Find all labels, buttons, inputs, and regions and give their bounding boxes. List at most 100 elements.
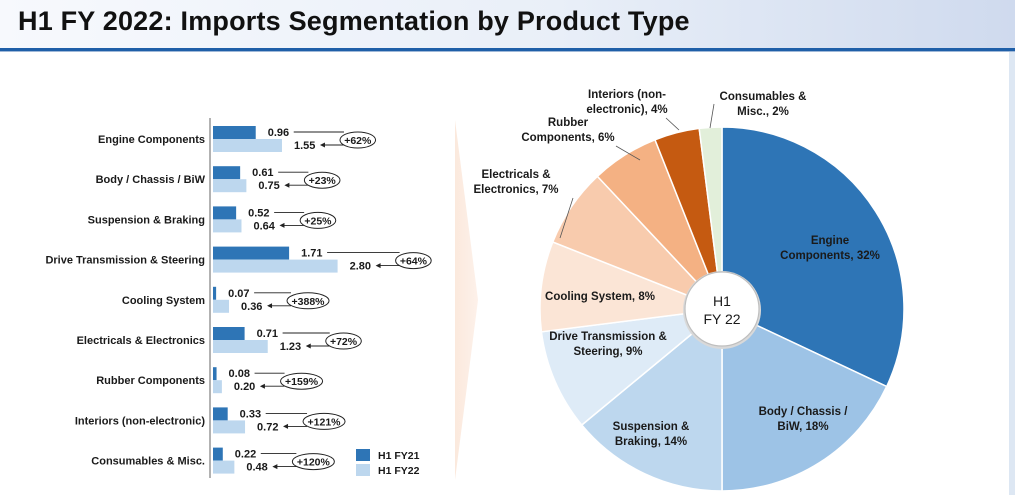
growth-label: +120% bbox=[297, 457, 331, 469]
bar-value-fy21: 0.71 bbox=[257, 328, 278, 340]
bar-fy22 bbox=[213, 179, 247, 193]
growth-label: +159% bbox=[285, 376, 319, 388]
bar-fy22 bbox=[213, 420, 246, 434]
pie-slice-label: Body / Chassis / bbox=[759, 406, 849, 418]
leader-line bbox=[665, 117, 680, 131]
bar-value-fy21: 0.61 bbox=[252, 167, 273, 179]
bar-value-fy22: 0.75 bbox=[258, 180, 279, 192]
leader-line bbox=[709, 103, 715, 129]
page-title: H1 FY 2022: Imports Segmentation by Prod… bbox=[18, 6, 690, 36]
bar-fy22 bbox=[213, 380, 222, 394]
growth-arrowhead bbox=[319, 142, 325, 148]
pie-slice-label: Engine bbox=[811, 235, 849, 247]
leader-line bbox=[559, 197, 574, 239]
pie-slice bbox=[539, 241, 723, 333]
title-bar: H1 FY 2022: Imports Segmentation by Prod… bbox=[0, 0, 1015, 48]
bar-category-label: Interiors (non-electronic) bbox=[75, 415, 206, 427]
growth-label: +64% bbox=[400, 256, 428, 268]
bar-value-fy21: 0.52 bbox=[248, 207, 269, 219]
growth-badge bbox=[302, 412, 346, 430]
bar-fy21 bbox=[213, 166, 241, 180]
pie-slice-label: Drive Transmission & bbox=[549, 331, 667, 343]
right-edge-strip bbox=[1009, 52, 1015, 495]
bar-fy21 bbox=[213, 206, 237, 220]
bar-category-label: Electricals & Electronics bbox=[77, 335, 205, 347]
growth-arrowhead bbox=[279, 222, 285, 228]
growth-arrowhead bbox=[375, 263, 381, 269]
title-rule-thin bbox=[0, 51, 1015, 52]
legend-label: H1 FY21 bbox=[378, 450, 420, 462]
legend-swatch bbox=[356, 449, 370, 461]
bar-value-fy21: 1.71 bbox=[301, 248, 322, 260]
bar-fy21 bbox=[213, 246, 290, 260]
pie-slice-label: Consumables & bbox=[720, 91, 807, 103]
growth-badge bbox=[339, 131, 377, 149]
bar-category-label: Consumables & Misc. bbox=[91, 456, 205, 468]
bar-fy21 bbox=[213, 367, 217, 381]
legend-swatch bbox=[356, 464, 370, 476]
growth-label: +72% bbox=[330, 336, 358, 348]
pie-slice bbox=[698, 126, 723, 310]
bar-fy22 bbox=[213, 259, 338, 273]
bar-value-fy21: 0.07 bbox=[228, 288, 249, 300]
growth-label: +23% bbox=[309, 175, 337, 187]
pie-slice-label: Cooling System, 8% bbox=[545, 291, 655, 303]
pie-slice-label: Electricals & bbox=[481, 169, 550, 181]
growth-badge bbox=[325, 332, 362, 350]
donut-center-label: H1 bbox=[713, 293, 731, 309]
growth-label: +121% bbox=[308, 416, 342, 428]
bar-category-label: Engine Components bbox=[98, 134, 205, 146]
growth-arrowhead bbox=[283, 423, 289, 429]
pie-slice bbox=[580, 307, 723, 492]
pie-slice bbox=[540, 307, 725, 427]
growth-arrowhead bbox=[284, 182, 290, 188]
pie-slice-label: electronic), 4% bbox=[586, 104, 667, 116]
pie-slice-label: BiW, 18% bbox=[777, 421, 828, 433]
growth-arrowhead bbox=[259, 383, 265, 389]
legend-label: H1 FY22 bbox=[378, 465, 420, 477]
bar-value-fy22: 0.36 bbox=[241, 301, 262, 313]
bar-value-fy21: 0.08 bbox=[229, 368, 250, 380]
bar-value-fy21: 0.33 bbox=[240, 408, 261, 420]
bar-category-label: Cooling System bbox=[122, 295, 205, 307]
title-rule bbox=[0, 48, 1015, 51]
bar-value-fy22: 0.64 bbox=[253, 220, 275, 232]
growth-arrowhead bbox=[305, 343, 311, 349]
leader-line bbox=[615, 145, 641, 161]
growth-arrowhead bbox=[272, 464, 278, 470]
bar-value-fy21: 0.96 bbox=[268, 127, 289, 139]
bar-category-label: Rubber Components bbox=[96, 375, 205, 387]
bar-fy22 bbox=[213, 340, 268, 353]
bar-value-fy22: 0.48 bbox=[246, 462, 267, 474]
bar-value-fy22: 2.80 bbox=[350, 261, 371, 273]
growth-badge bbox=[395, 252, 432, 270]
pie-slice-label: Misc., 2% bbox=[737, 106, 789, 118]
bar-fy21 bbox=[213, 126, 256, 139]
bar-fy21 bbox=[213, 327, 245, 340]
pie-slice-label: Rubber bbox=[548, 117, 589, 129]
pie-slice-label: Components, 32% bbox=[780, 250, 880, 262]
bar-fy22 bbox=[213, 139, 282, 152]
bar-fy22 bbox=[213, 219, 242, 233]
separator-arrow bbox=[455, 120, 478, 480]
growth-badge bbox=[303, 171, 341, 189]
growth-label: +388% bbox=[292, 296, 326, 308]
bar-value-fy22: 1.55 bbox=[294, 140, 315, 152]
bar-value-fy22: 0.72 bbox=[257, 421, 278, 433]
pie-slice-label: Interiors (non- bbox=[588, 89, 666, 101]
bar-fy21 bbox=[213, 447, 223, 461]
donut-center bbox=[684, 271, 760, 347]
pie-slice-label: Suspension & bbox=[613, 421, 690, 433]
pie-slice-label: Electronics, 7% bbox=[473, 184, 558, 196]
bar-fy22 bbox=[213, 299, 230, 313]
bar-value-fy21: 0.22 bbox=[235, 449, 256, 461]
bar-category-label: Drive Transmission & Steering bbox=[45, 255, 205, 267]
pie-slice-label: Braking, 14% bbox=[615, 436, 687, 448]
growth-label: +25% bbox=[304, 215, 332, 227]
bar-category-label: Suspension & Braking bbox=[88, 214, 205, 226]
bar-value-fy22: 0.20 bbox=[234, 381, 255, 393]
pie-slice bbox=[721, 307, 888, 492]
pie-slice bbox=[721, 126, 905, 388]
bar-value-fy22: 1.23 bbox=[280, 341, 301, 353]
